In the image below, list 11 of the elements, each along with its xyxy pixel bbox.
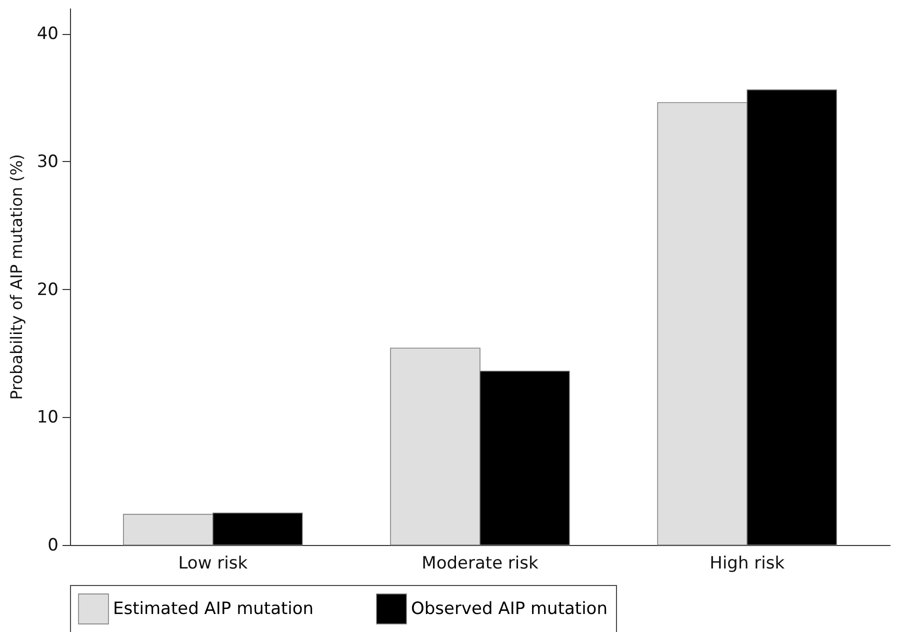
legend-label: Observed AIP mutation	[411, 598, 608, 619]
y-tick-label: 40	[36, 24, 58, 44]
y-tick-label: 10	[36, 408, 58, 428]
legend-label: Estimated AIP mutation	[113, 598, 314, 619]
y-tick-label: 20	[36, 280, 58, 300]
y-axis-title: Probability of AIP mutation (%)	[6, 154, 26, 400]
y-tick-label: 0	[48, 536, 58, 556]
x-tick-label: High risk	[710, 554, 785, 574]
y-tick-label: 30	[36, 152, 58, 172]
x-tick-label: Low risk	[178, 554, 248, 574]
x-tick-label: Moderate risk	[422, 554, 538, 574]
